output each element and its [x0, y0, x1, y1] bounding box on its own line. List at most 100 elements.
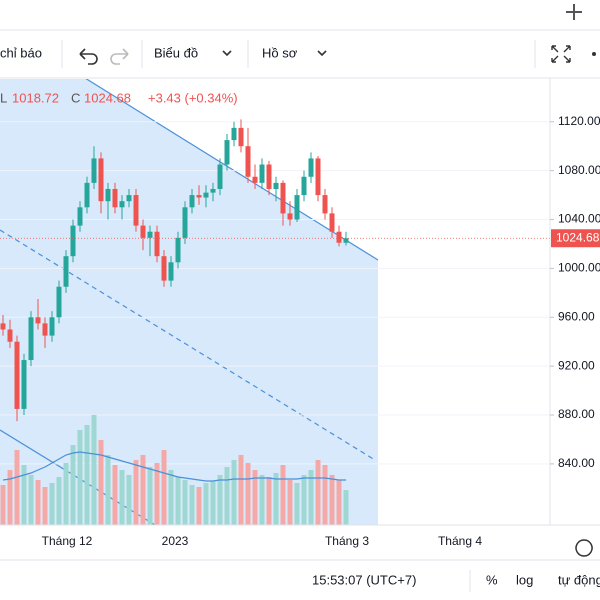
percent-toggle[interactable]: % [486, 572, 498, 587]
candle-body [336, 231, 342, 243]
candle-body [154, 231, 160, 257]
candle-body [98, 158, 104, 202]
plot [0, 79, 550, 525]
x-axis-label: Tháng 12 [42, 534, 93, 548]
volume-bar [301, 475, 307, 525]
legend-change: +3.43 (+0.34%) [148, 90, 238, 105]
profile-button[interactable]: Hồ sơ [262, 45, 298, 60]
candle-body [161, 256, 167, 281]
channel-fill [0, 79, 378, 525]
y-tick-label: 1000.00 [558, 261, 600, 275]
volume-bar [329, 475, 335, 525]
undo-button[interactable] [79, 48, 98, 65]
candle-body [28, 317, 34, 361]
volume-bar [238, 455, 244, 525]
candle-body [203, 192, 209, 198]
candle-body [182, 207, 188, 238]
candle-body [273, 182, 279, 189]
candle-body [105, 188, 111, 202]
candle-body [126, 195, 132, 202]
y-tick-label: 1040.00 [558, 212, 600, 226]
candle-body [42, 323, 48, 336]
status-time: 15:53:07 (UTC+7) [312, 572, 416, 587]
candle-body [140, 225, 146, 238]
volume-bar [336, 480, 342, 525]
volume-bar [119, 470, 125, 525]
candle-body [175, 237, 181, 263]
volume-bar [210, 481, 216, 525]
add-button[interactable] [566, 4, 582, 20]
y-tick-label: 920.00 [558, 358, 595, 372]
candle-body [196, 195, 202, 198]
candle-body [49, 317, 55, 336]
volume-bar [98, 440, 104, 525]
volume-bar [161, 450, 167, 525]
volume-bar [266, 477, 272, 525]
volume-bar [42, 487, 48, 525]
volume-bar [224, 467, 230, 525]
candle-body [133, 195, 139, 226]
candle-body [84, 182, 90, 208]
candle-body [280, 182, 286, 214]
candle-body [189, 195, 195, 208]
volume-bar [140, 455, 146, 525]
volume-bar [280, 465, 286, 525]
fullscreen-button[interactable] [551, 45, 571, 63]
candle-body [70, 225, 76, 257]
volume-bar [105, 455, 111, 525]
candle-body [259, 164, 265, 183]
volume-bar [112, 465, 118, 525]
log-toggle[interactable]: log [516, 572, 533, 587]
volume-bar [35, 480, 41, 525]
volume-bar [154, 463, 160, 525]
auto-toggle[interactable]: tự động [558, 572, 600, 587]
y-tick-label: 1120.00 [558, 114, 600, 128]
volume-bar [217, 475, 223, 525]
volume-bar [28, 475, 34, 525]
volume-bar [56, 477, 62, 525]
candle-body [14, 341, 20, 409]
candle-body [252, 176, 258, 183]
volume-bar [252, 470, 258, 525]
volume-bar [77, 430, 83, 525]
volume-bar [14, 450, 20, 525]
legend-close-prefix: C [71, 90, 80, 105]
volume-bar [168, 470, 174, 525]
last-price-badge [551, 229, 600, 248]
candle-body [287, 213, 293, 220]
redo-button[interactable] [110, 48, 129, 65]
chart-button[interactable]: Biểu đồ [154, 45, 198, 60]
candle-body [21, 360, 27, 409]
settings-button[interactable] [575, 539, 593, 557]
volume-bar [91, 415, 97, 525]
channel-upper [85, 79, 379, 261]
candle-body [322, 195, 328, 214]
candle-body [301, 176, 307, 196]
volume-bar [322, 465, 328, 525]
candle-body [294, 195, 300, 220]
volume-bar [196, 487, 202, 525]
x-axis-label: Tháng 4 [438, 534, 482, 548]
candle-body [217, 164, 223, 189]
volume-bar [203, 483, 209, 525]
candle-body [63, 256, 69, 287]
volume-bar [21, 465, 27, 525]
legend-close: 1024.68 [84, 90, 131, 105]
indicators-button[interactable]: chỉ báo [0, 45, 42, 60]
legend-low: 1018.72 [12, 90, 59, 105]
candle-body [308, 158, 314, 177]
candle-body [315, 158, 321, 196]
volume-bar [273, 473, 279, 525]
more-button[interactable] [592, 52, 596, 56]
x-axis-label: Tháng 3 [325, 534, 369, 548]
volume-bar [231, 460, 237, 525]
volume-bar [294, 483, 300, 525]
candle-body [119, 201, 125, 208]
volume-bar [245, 463, 251, 525]
volume-bar [259, 475, 265, 525]
volume-bar [126, 475, 132, 525]
y-tick-label: 960.00 [558, 309, 595, 323]
volume-bar [147, 467, 153, 525]
volume-bar [182, 480, 188, 525]
